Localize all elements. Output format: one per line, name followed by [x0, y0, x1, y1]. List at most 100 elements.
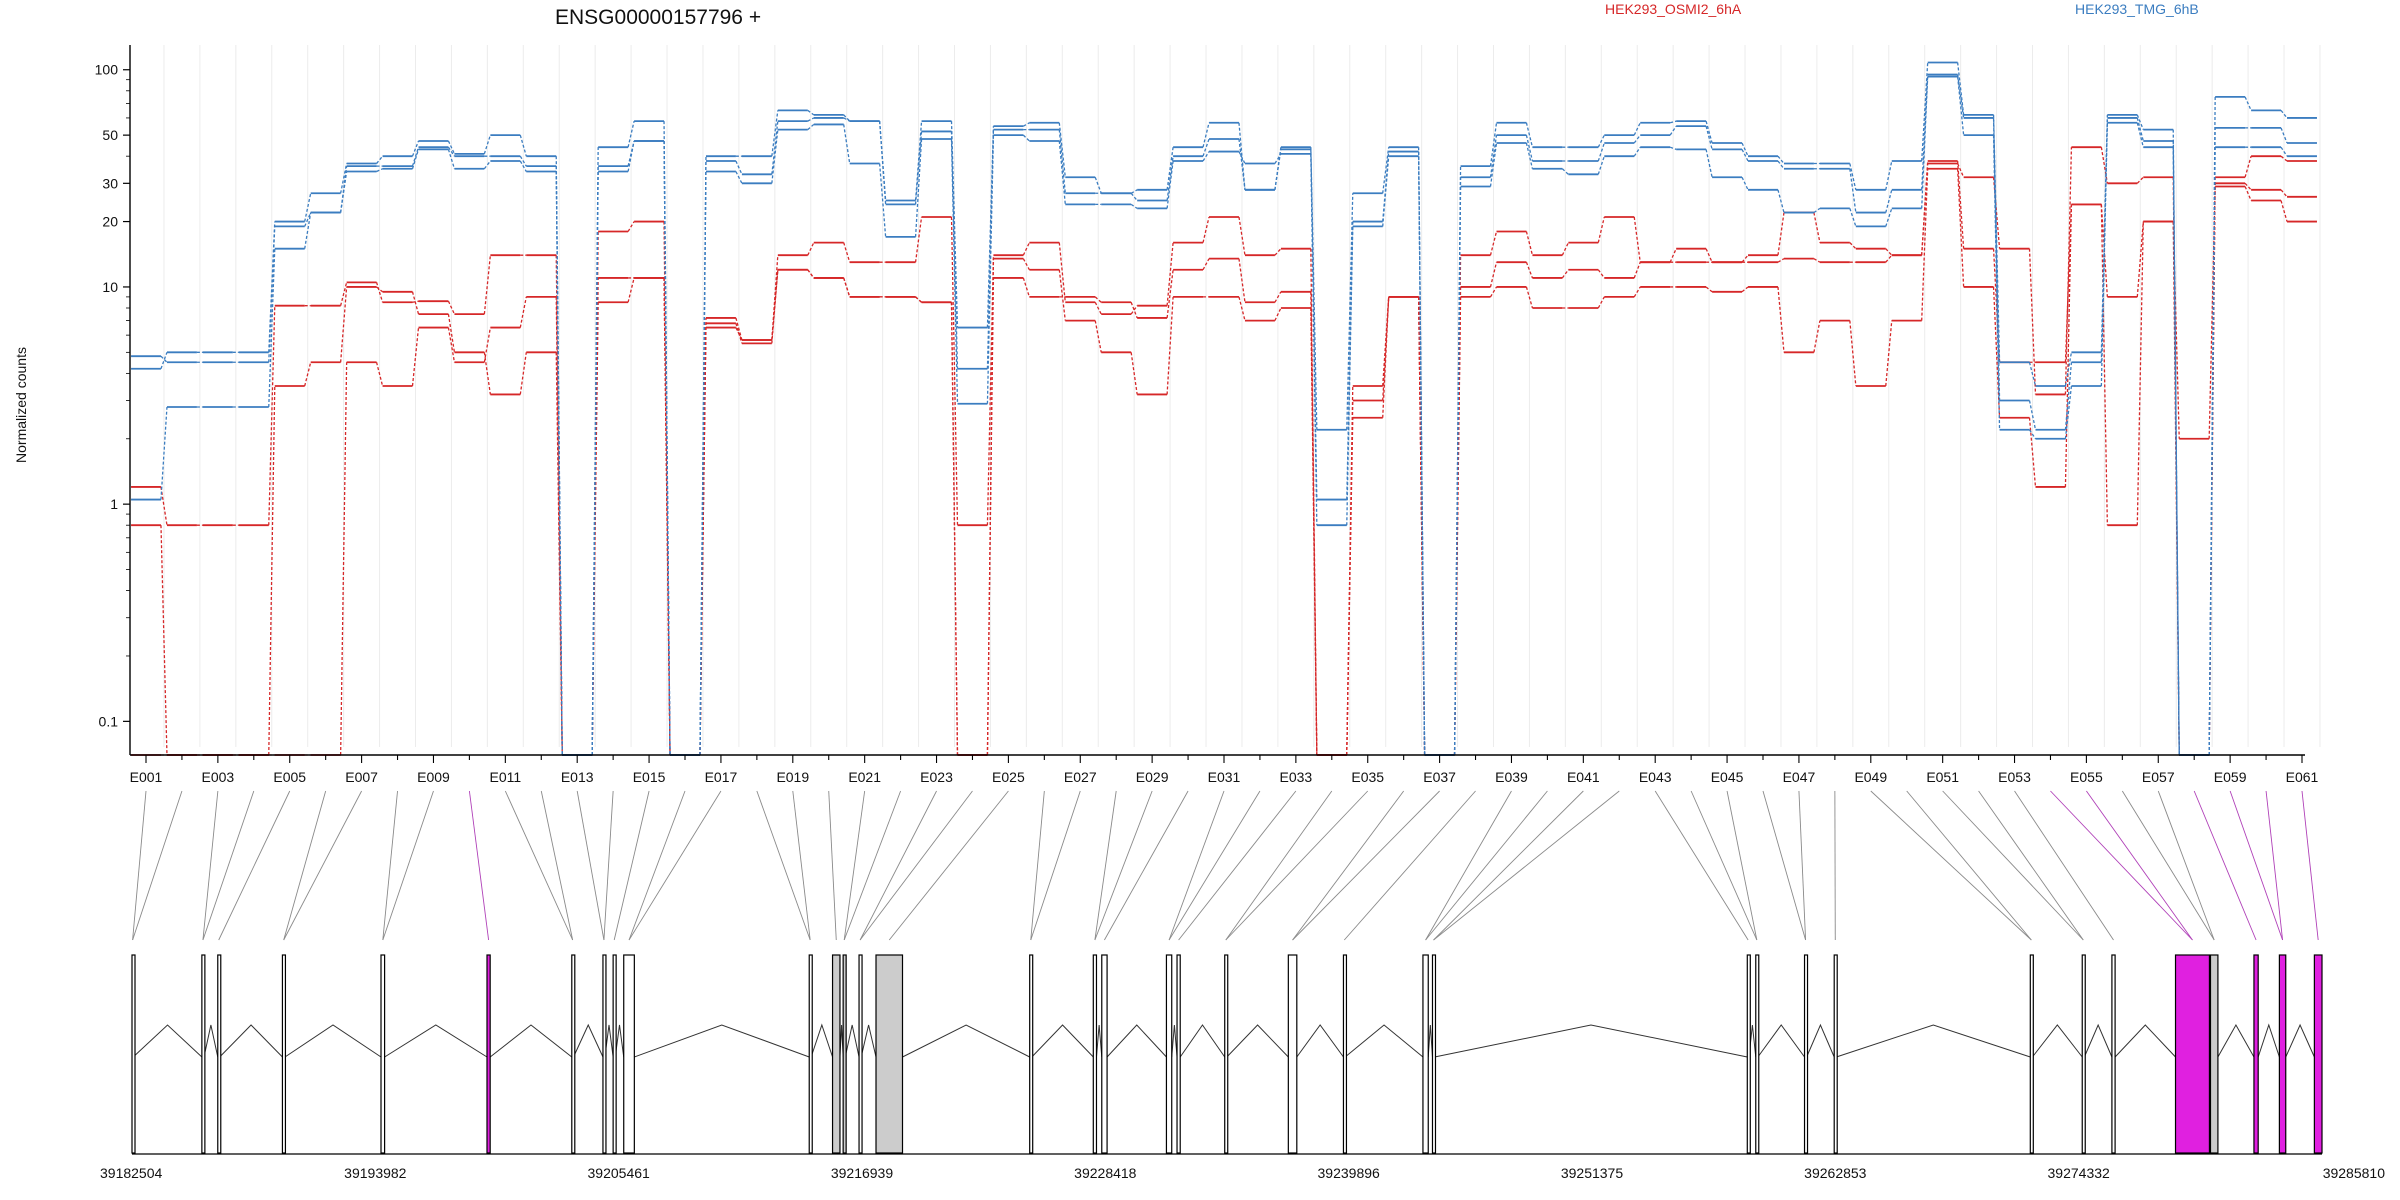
series-link — [1525, 261, 1534, 279]
series-link — [950, 121, 959, 328]
series-link — [1274, 248, 1282, 256]
exon-connector — [576, 790, 605, 941]
intron — [203, 1024, 219, 1058]
series-link — [1669, 125, 1677, 136]
exon-block — [1755, 954, 1760, 1154]
series-link — [627, 277, 635, 303]
intron — [634, 1024, 810, 1058]
series-link — [1202, 151, 1210, 162]
exon-connector — [2050, 790, 2193, 941]
exon-block — [858, 954, 863, 1154]
x-tick-label: E013 — [561, 769, 594, 785]
exon-connector — [828, 790, 837, 941]
series-link — [2136, 114, 2144, 130]
series-link — [1166, 242, 1174, 306]
series-red-1 — [131, 160, 2317, 756]
exon-connector — [1978, 790, 2084, 941]
exon-connector — [1094, 790, 1117, 941]
chart-title: ENSG00000157796 + — [555, 6, 761, 29]
exon-connector — [1942, 790, 2084, 941]
series-link — [1633, 146, 1641, 157]
x-tick-label: E033 — [1280, 769, 1313, 785]
exon-block — [1746, 954, 1751, 1154]
series-link — [627, 120, 635, 148]
series-link — [663, 140, 671, 756]
x-tick-label: E001 — [130, 769, 163, 785]
series-link — [1022, 277, 1030, 298]
series-link — [519, 296, 527, 328]
series-link — [1849, 242, 1857, 250]
exon-block — [2278, 954, 2287, 1154]
exon-connector — [859, 790, 937, 941]
series-link — [2244, 186, 2252, 201]
intron — [1806, 1023, 1835, 1058]
series-link — [1741, 254, 1749, 263]
series-link — [1957, 163, 1965, 178]
series-link — [1202, 216, 1210, 243]
series-link — [591, 171, 599, 756]
series-link — [1813, 320, 1821, 353]
series-link — [1274, 307, 1282, 321]
series-link — [2280, 127, 2288, 144]
intron — [1095, 1024, 1103, 1058]
exon-block — [2111, 954, 2116, 1154]
exon-connector — [2301, 790, 2319, 941]
series-link — [843, 242, 851, 263]
exon-connector — [202, 790, 219, 941]
series-link — [1813, 207, 1821, 214]
series-link — [1094, 301, 1102, 315]
series-link — [483, 134, 491, 155]
exon-connector — [888, 790, 1009, 941]
series-link — [376, 286, 383, 293]
x-tick-label: E061 — [2286, 769, 2319, 785]
exon-connector — [1094, 790, 1153, 941]
series-link — [1238, 138, 1246, 190]
series-link — [1561, 168, 1569, 175]
series-link — [771, 110, 779, 157]
series-link — [1705, 125, 1713, 150]
exon-block — [2313, 954, 2323, 1154]
exon-block — [875, 954, 904, 1154]
exon-connector — [2121, 790, 2215, 941]
intron — [2285, 1023, 2315, 1058]
series-link — [2280, 200, 2288, 222]
series-link — [1849, 208, 1857, 227]
series-link — [1166, 296, 1174, 395]
intron — [1296, 1024, 1344, 1058]
intron — [1031, 1024, 1094, 1058]
genomic-tick-label: 39216939 — [831, 1165, 894, 1181]
exon-block — [380, 954, 386, 1154]
exon-connector — [1690, 790, 1758, 941]
series-link — [1885, 189, 1893, 213]
legend-osmi2: HEK293_OSMI2_6hA — [1605, 1, 1742, 17]
series-link — [950, 302, 959, 756]
series-link — [1238, 296, 1246, 321]
series-link — [2280, 155, 2288, 162]
series-link — [1489, 286, 1498, 298]
series-link — [1238, 216, 1246, 256]
series-link — [1130, 352, 1138, 395]
intron — [489, 1024, 573, 1058]
series-link — [1597, 134, 1605, 148]
series-link — [1382, 156, 1390, 227]
x-tick-label: E043 — [1639, 769, 1672, 785]
series-link — [1921, 160, 1929, 256]
intron — [1106, 1024, 1167, 1058]
exon-block — [131, 954, 136, 1154]
series-link — [807, 117, 815, 122]
series-link — [915, 296, 923, 303]
series-link — [1777, 212, 1785, 256]
series-link — [1705, 248, 1713, 263]
series-link — [1130, 305, 1138, 315]
x-tick-label: E015 — [633, 769, 666, 785]
series-blue-3 — [131, 61, 2317, 756]
series-link — [483, 352, 492, 395]
exon-gridlines — [163, 45, 2321, 747]
exon-block — [1029, 954, 1034, 1154]
series-link — [160, 406, 168, 500]
x-tick-label: E053 — [1998, 769, 2031, 785]
series-link — [2028, 248, 2037, 395]
exon-connector — [1425, 790, 1512, 941]
exon-connector — [603, 790, 614, 941]
series-link — [591, 277, 599, 756]
